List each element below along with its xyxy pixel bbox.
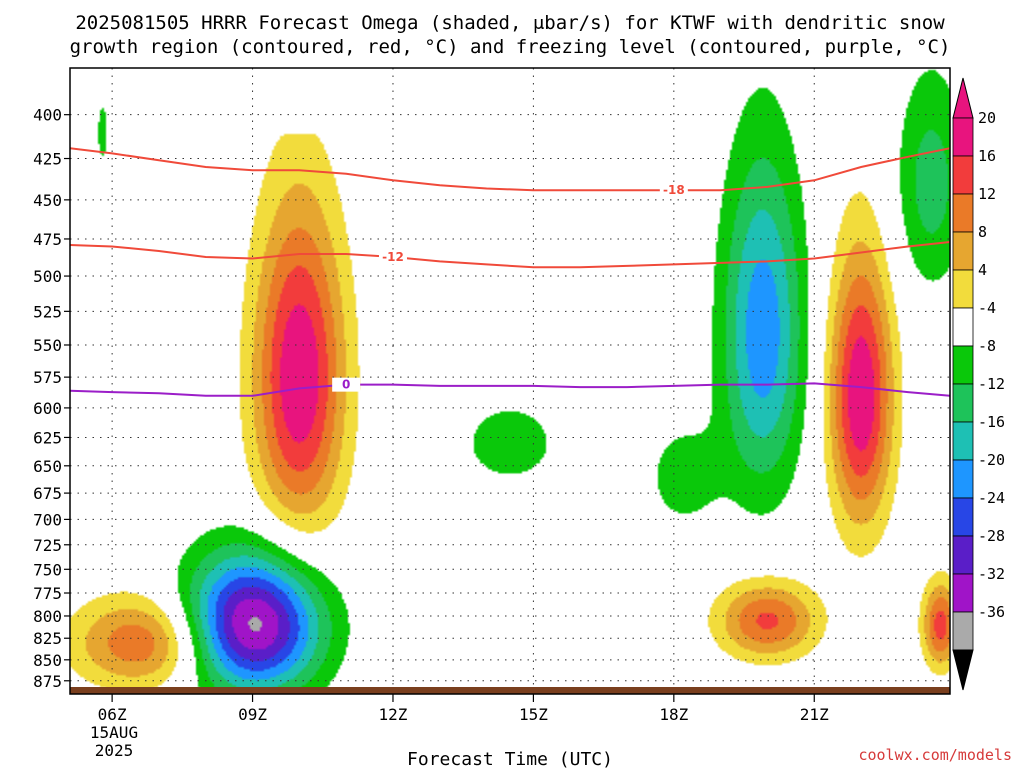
- x-tick-label: 15Z: [519, 705, 548, 724]
- colorbar-label: -16: [978, 413, 1005, 431]
- colorbar-bin: [952, 611, 974, 651]
- x-tick-label: 18Z: [659, 705, 688, 724]
- colorbar-extend-top: [952, 77, 974, 119]
- colorbar-bin: [952, 459, 974, 499]
- y-tick-label: 675: [33, 484, 62, 503]
- isotherms: -18 -12 0: [70, 147, 950, 397]
- y-tick-label: 550: [33, 336, 62, 355]
- isotherm-label-bg: [659, 183, 688, 198]
- x-tick-label: 21Z: [800, 705, 829, 724]
- colorbar-bin: [952, 345, 974, 385]
- y-tick-label: 725: [33, 536, 62, 555]
- y-tick-label: 425: [33, 150, 62, 169]
- colorbar-label: -24: [978, 489, 1005, 507]
- colorbar-label: 16: [978, 147, 996, 165]
- colorbar-label: -20: [978, 451, 1005, 469]
- colorbar-label: -28: [978, 527, 1005, 545]
- colorbar-label: 12: [978, 185, 996, 203]
- colorbar-label: -8: [978, 337, 996, 355]
- isotherm-label: 0: [342, 378, 350, 392]
- y-tick-label: 650: [33, 457, 62, 476]
- colorbar: 20 16 12 8 4 -4 -8 -12 -16 -20 -24 -28 -32 -36: [952, 77, 1005, 691]
- y-tick-label: 625: [33, 428, 62, 447]
- x-date-label-year: 2025: [95, 741, 134, 760]
- colorbar-bin: [952, 231, 974, 271]
- isotherm-line: [70, 147, 950, 192]
- plot-frame: [69, 67, 951, 695]
- y-tick-label: 575: [33, 368, 62, 387]
- isotherm-label-bg: [332, 377, 361, 392]
- y-tick-label: 700: [33, 510, 62, 529]
- y-tick-label: 775: [33, 584, 62, 603]
- colorbar-bin: [952, 573, 974, 613]
- isotherm-line: [70, 241, 950, 269]
- colorbar-bin: [952, 193, 974, 233]
- colorbar-bin: [952, 307, 974, 347]
- colorbar-bin: [952, 497, 974, 537]
- colorbar-label: -32: [978, 565, 1005, 583]
- y-tick-label: 875: [33, 672, 62, 691]
- colorbar-bin: [952, 155, 974, 195]
- terrain-strip: [70, 687, 950, 694]
- plot-area: -18 -12 0: [69, 67, 951, 695]
- y-tick-label: 850: [33, 651, 62, 670]
- colorbar-label: -36: [978, 603, 1005, 621]
- colorbar-bin: [952, 421, 974, 461]
- y-tick-label: 475: [33, 230, 62, 249]
- x-tick-label: 09Z: [238, 705, 267, 724]
- y-tick-label: 825: [33, 629, 62, 648]
- x-axis-label: Forecast Time (UTC): [407, 749, 613, 768]
- y-tick-label: 800: [33, 607, 62, 626]
- colorbar-label: -12: [978, 375, 1005, 393]
- y-tick-label: 400: [33, 106, 62, 125]
- x-tick-label: 12Z: [379, 705, 408, 724]
- credit-text: coolwx.com/models: [858, 746, 1012, 764]
- chart-title-line-2: growth region (contoured, red, °C) and f…: [70, 36, 951, 58]
- y-tick-label: 525: [33, 302, 62, 321]
- isotherm-label: -12: [382, 250, 404, 264]
- x-tick-label: 06Z: [98, 705, 127, 724]
- colorbar-bin: [952, 383, 974, 423]
- y-tick-label: 600: [33, 399, 62, 418]
- isotherm-line: [70, 382, 950, 397]
- colorbar-extend-bottom: [952, 649, 974, 691]
- y-tick-label: 500: [33, 267, 62, 286]
- colorbar-bin: [952, 535, 974, 575]
- y-axis: 400 425 450 475 500 525 550 575 600 625 650 675 700 7…: [33, 106, 70, 691]
- colorbar-bin: [952, 117, 974, 157]
- colorbar-label: -4: [978, 299, 996, 317]
- isotherm-label-bg: [378, 250, 407, 265]
- colorbar-label: 20: [978, 109, 996, 127]
- isotherm-label: -18: [663, 183, 685, 197]
- colorbar-label: 4: [978, 261, 987, 279]
- x-date-label-day: 15AUG: [90, 723, 138, 742]
- omega-shading: [70, 68, 950, 689]
- grid: [70, 68, 950, 689]
- colorbar-bin: [952, 269, 974, 309]
- chart-title-line-1: 2025081505 HRRR Forecast Omega (shaded, …: [75, 12, 945, 34]
- y-tick-label: 450: [33, 191, 62, 210]
- y-tick-label: 750: [33, 560, 62, 579]
- colorbar-label: 8: [978, 223, 987, 241]
- x-axis: 06Z 09Z 12Z 15Z 18Z 21Z: [98, 694, 829, 724]
